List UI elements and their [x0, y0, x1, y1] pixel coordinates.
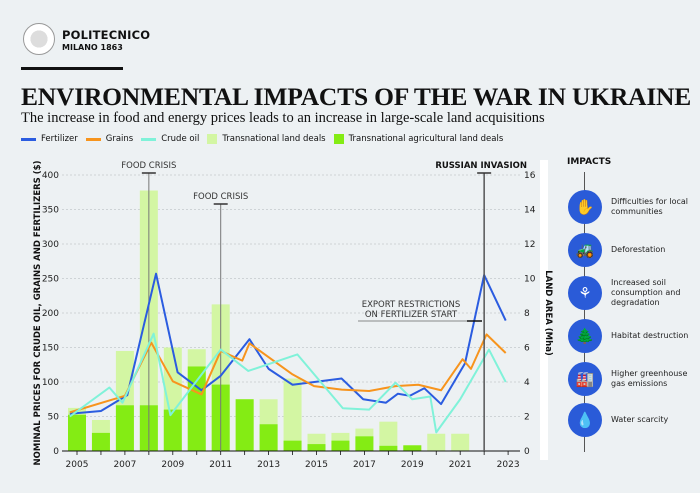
impact-label: Higher greenhouse gas emissions: [611, 369, 688, 388]
y-left-tick-label: 150: [42, 344, 59, 354]
legend-label: Transnational agricultural land deals: [348, 134, 504, 144]
legend-grains: Grains: [85, 134, 134, 144]
bar-agri-land-deals: [283, 440, 302, 451]
panel-divider: [540, 160, 548, 460]
legend-swatch: [21, 137, 36, 141]
x-tick-label: 2007: [113, 460, 136, 470]
bar-agri-land-deals: [235, 399, 254, 451]
legend-label: Transnational land deals: [222, 134, 326, 144]
y-left-tick-label: 300: [42, 240, 59, 250]
page-title: ENVIRONMENTAL IMPACTS OF THE WAR IN UKRA…: [21, 82, 692, 111]
soil-roots-icon: ⚘: [568, 276, 602, 310]
hands-community-icon: ✋: [568, 190, 602, 224]
annotation-food-crisis-2008: FOOD CRISIS: [121, 161, 176, 171]
impacts-connector-line: [584, 172, 585, 452]
logo-name: POLITECNICO: [62, 28, 151, 42]
title-rule: [21, 67, 123, 70]
impact-item: ✋ Difficulties for local communities: [568, 190, 691, 224]
bar-land-deals: [283, 378, 302, 451]
annotation-russian-invasion: RUSSIAN INVASION: [435, 161, 527, 171]
bar-agri-land-deals: [259, 424, 278, 451]
line-crude-oil: [69, 332, 507, 434]
y-left-tick-label: 200: [42, 309, 59, 319]
bar-land-deals: [379, 421, 398, 451]
y-right-tick-label: 0: [524, 447, 530, 457]
bar-agri-land-deals: [163, 409, 182, 451]
y-right-tick-label: 14: [524, 206, 536, 216]
y-left-tick-label: 400: [42, 171, 59, 181]
bar-agri-land-deals: [331, 440, 350, 451]
bar-agri-land-deals: [91, 432, 110, 451]
x-tick-label: 2015: [305, 460, 328, 470]
line-fertilizer: [69, 272, 507, 415]
legend-label: Grains: [105, 134, 134, 144]
y-left-tick-label: 100: [42, 378, 59, 388]
y-right-tick-label: 10: [524, 275, 536, 285]
legend-label: Fertilizer: [41, 134, 78, 144]
y-right-tick-label: 12: [524, 240, 535, 250]
chart-legend: Fertilizer Grains Crude oil Transnationa…: [21, 134, 503, 144]
line-grains: [69, 333, 507, 414]
y-right-tick-label: 6: [524, 344, 530, 354]
annotation-food-crisis-2011: FOOD CRISIS: [193, 192, 248, 202]
y-left-tick-label: 350: [42, 206, 59, 216]
impact-item: 🌲 Habitat destruction: [568, 319, 691, 353]
logo-subtitle: MILANO 1863: [62, 43, 123, 52]
legend-label: Crude oil: [161, 134, 200, 144]
legend-swatch: [207, 134, 218, 144]
x-tick-label: 2011: [209, 460, 232, 470]
y-left-tick-label: 250: [42, 275, 59, 285]
x-tick-label: 2009: [161, 460, 184, 470]
trees-icon: 🌲: [568, 319, 602, 353]
bar-land-deals: [451, 433, 470, 451]
impact-label: Difficulties for local communities: [611, 197, 688, 216]
impact-label: Water scarcity: [611, 415, 669, 424]
y-right-axis-title: LAND AREA (Mha): [543, 270, 553, 356]
x-tick-label: 2019: [401, 460, 424, 470]
politecnico-seal-logo: [23, 23, 55, 55]
y-left-axis-title: NOMINAL PRICES FOR CRUDE OIL, GRAINS AND…: [33, 160, 43, 465]
legend-crude-oil: Crude oil: [141, 134, 199, 144]
legend-land-deals: Transnational land deals: [207, 134, 326, 144]
legend-swatch: [85, 137, 101, 141]
legend-agri-land-deals: Transnational agricultural land deals: [333, 134, 504, 144]
bar-agri-land-deals: [403, 445, 422, 451]
x-tick-label: 2005: [66, 460, 89, 470]
impact-label: Increased soil consumption and degradati…: [611, 278, 681, 307]
bar-agri-land-deals: [355, 436, 374, 451]
impact-item: 🏭 Higher greenhouse gas emissions: [568, 362, 691, 396]
x-tick-label: 2021: [449, 460, 472, 470]
bar-agri-land-deals: [68, 414, 86, 451]
legend-swatch: [333, 134, 344, 144]
y-right-tick-label: 8: [524, 309, 530, 319]
x-tick-label: 2017: [353, 460, 376, 470]
impact-label: Deforestation: [611, 245, 666, 254]
page-subtitle: The increase in food and energy prices l…: [21, 110, 545, 126]
annotation-export-restrictions: EXPORT RESTRICTIONS ON FERTILIZER START: [362, 300, 461, 320]
x-tick-label: 2023: [497, 460, 520, 470]
y-left-tick-label: 0: [53, 447, 59, 457]
y-right-tick-label: 4: [524, 378, 530, 388]
bar-land-deals: [427, 433, 446, 451]
impact-item: 💧 Water scarcity: [568, 403, 691, 437]
impact-item: 🚜 Deforestation: [568, 233, 691, 267]
y-right-tick-label: 2: [524, 413, 530, 423]
bar-agri-land-deals: [379, 445, 398, 451]
faucet-hand-icon: 💧: [568, 403, 602, 437]
y-left-tick-label: 50: [48, 413, 60, 423]
x-tick-label: 2013: [257, 460, 280, 470]
excavator-icon: 🚜: [568, 233, 602, 267]
bar-agri-land-deals: [115, 405, 134, 451]
impacts-title: IMPACTS: [567, 157, 612, 167]
impact-label: Habitat destruction: [611, 331, 689, 340]
legend-fertilizer: Fertilizer: [21, 134, 78, 144]
bar-agri-land-deals: [307, 444, 326, 451]
impact-item: ⚘ Increased soil consumption and degradat…: [568, 276, 691, 310]
y-right-tick-label: 16: [524, 171, 536, 181]
legend-swatch: [141, 137, 157, 141]
factory-icon: 🏭: [568, 362, 602, 396]
